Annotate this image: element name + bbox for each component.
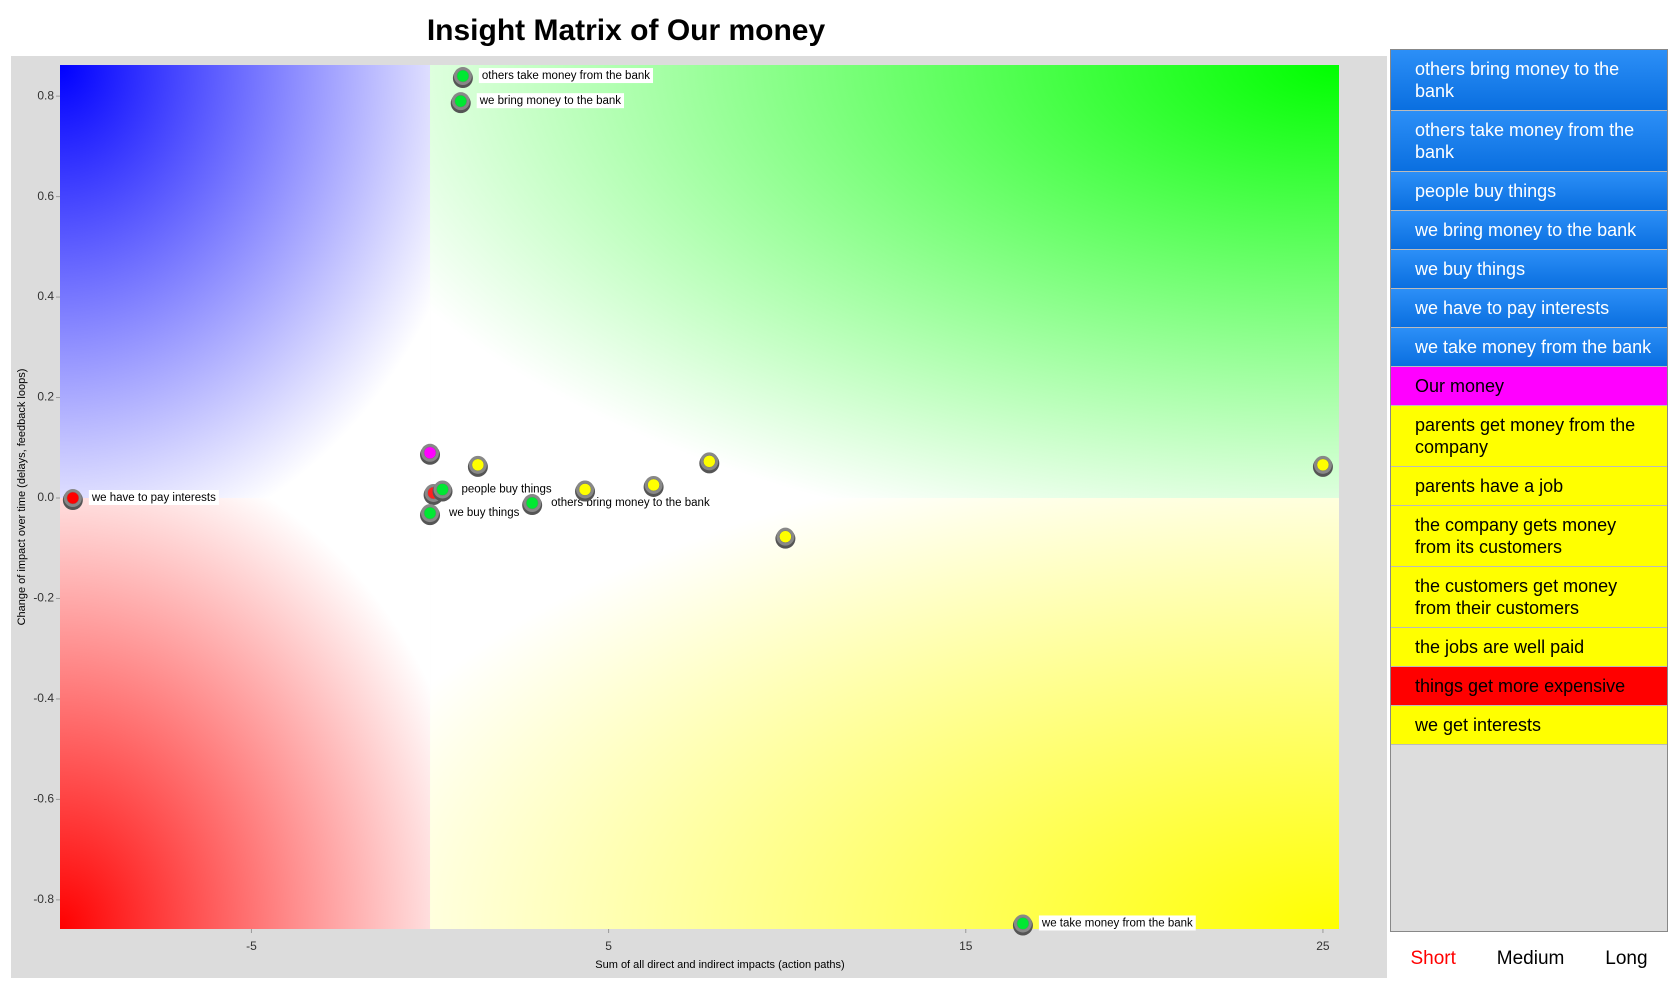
point-fill — [456, 69, 470, 83]
factor-item[interactable]: the customers get money from their custo… — [1391, 567, 1667, 628]
factor-item[interactable]: the jobs are well paid — [1391, 628, 1667, 667]
point-label-bg — [446, 505, 523, 521]
point-fill — [66, 491, 80, 505]
factor-item[interactable]: others take money from the bank — [1391, 111, 1667, 172]
quadrant — [430, 498, 1340, 929]
point-label: we buy things — [448, 507, 520, 519]
y-tick-label: -0.6 — [33, 792, 54, 806]
factor-item[interactable]: we take money from the bank — [1391, 328, 1667, 367]
point-label: we take money from the bank — [1041, 918, 1193, 930]
y-tick-label: 0.4 — [37, 289, 54, 303]
factor-item[interactable]: others bring money to the bank — [1391, 50, 1667, 111]
y-tick-label: 0.2 — [37, 390, 54, 404]
factor-item[interactable]: people buy things — [1391, 172, 1667, 211]
point-label: people buy things — [462, 483, 552, 495]
y-tick-label: -0.2 — [33, 591, 54, 605]
time-button[interactable]: Short — [1410, 948, 1456, 969]
factor-item[interactable]: we buy things — [1391, 250, 1667, 289]
quadrant — [430, 65, 1340, 499]
x-tick-label: -5 — [246, 939, 257, 953]
factor-item[interactable]: parents have a job — [1391, 467, 1667, 506]
chart: Insight Matrix of Our money Sum of all d… — [11, 14, 1387, 978]
factor-item[interactable]: Our money — [1391, 367, 1667, 406]
y-tick-label: -0.4 — [33, 691, 54, 705]
point-fill — [578, 483, 592, 496]
quadrant — [60, 65, 431, 499]
point-label: we have to pay interests — [91, 492, 216, 504]
point-label: we bring money to the bank — [479, 95, 622, 107]
point-fill — [1316, 458, 1330, 472]
point-label-bg — [476, 93, 625, 109]
factor-item[interactable]: things get more expensive — [1391, 667, 1667, 706]
factor-item[interactable]: we get interests — [1391, 706, 1667, 745]
sidebar: others bring money to the bank others tak… — [1390, 49, 1668, 932]
point-label-bg — [458, 481, 555, 497]
y-tick-label: 0.0 — [37, 490, 54, 504]
time-button[interactable]: Medium — [1496, 948, 1565, 969]
point-label: others bring money to the bank — [551, 497, 710, 509]
point-label-bg — [88, 490, 219, 506]
y-tick-label: 0.6 — [37, 189, 54, 203]
quadrant — [60, 498, 431, 929]
factor-item[interactable]: the company gets money from its customer… — [1391, 506, 1667, 567]
factor-item[interactable]: we bring money to the bank — [1391, 211, 1667, 250]
point-fill — [436, 483, 449, 496]
point-label-bg — [478, 68, 654, 84]
point-fill — [703, 455, 716, 468]
factor-item[interactable]: parents get money from the company — [1391, 406, 1667, 467]
y-axis-label: Change of impact over time (delays, feed… — [16, 369, 28, 626]
point-fill — [423, 446, 437, 460]
point-label: others take money from the bank — [482, 70, 650, 82]
point-fill — [1016, 917, 1030, 930]
point-fill — [454, 94, 467, 108]
point-fill — [647, 478, 660, 492]
y-tick-label: -0.8 — [33, 892, 54, 906]
x-tick-label: 5 — [605, 939, 612, 953]
point-label-bg — [1038, 915, 1196, 931]
x-tick-label: 15 — [959, 939, 973, 953]
point-fill — [423, 506, 437, 520]
time-button[interactable]: Long — [1605, 948, 1648, 969]
x-axis-label: Sum of all direct and indirect impacts (… — [595, 959, 844, 971]
x-tick-label: 25 — [1316, 939, 1330, 953]
point-fill — [471, 458, 485, 472]
point-fill — [779, 530, 792, 543]
point-fill — [525, 496, 539, 510]
time-buttons: Short Medium Long — [1390, 944, 1668, 974]
factor-item[interactable]: we have to pay interests — [1391, 289, 1667, 328]
y-tick-label: 0.8 — [37, 88, 54, 102]
chart-title: Insight Matrix of Our money — [427, 14, 826, 47]
